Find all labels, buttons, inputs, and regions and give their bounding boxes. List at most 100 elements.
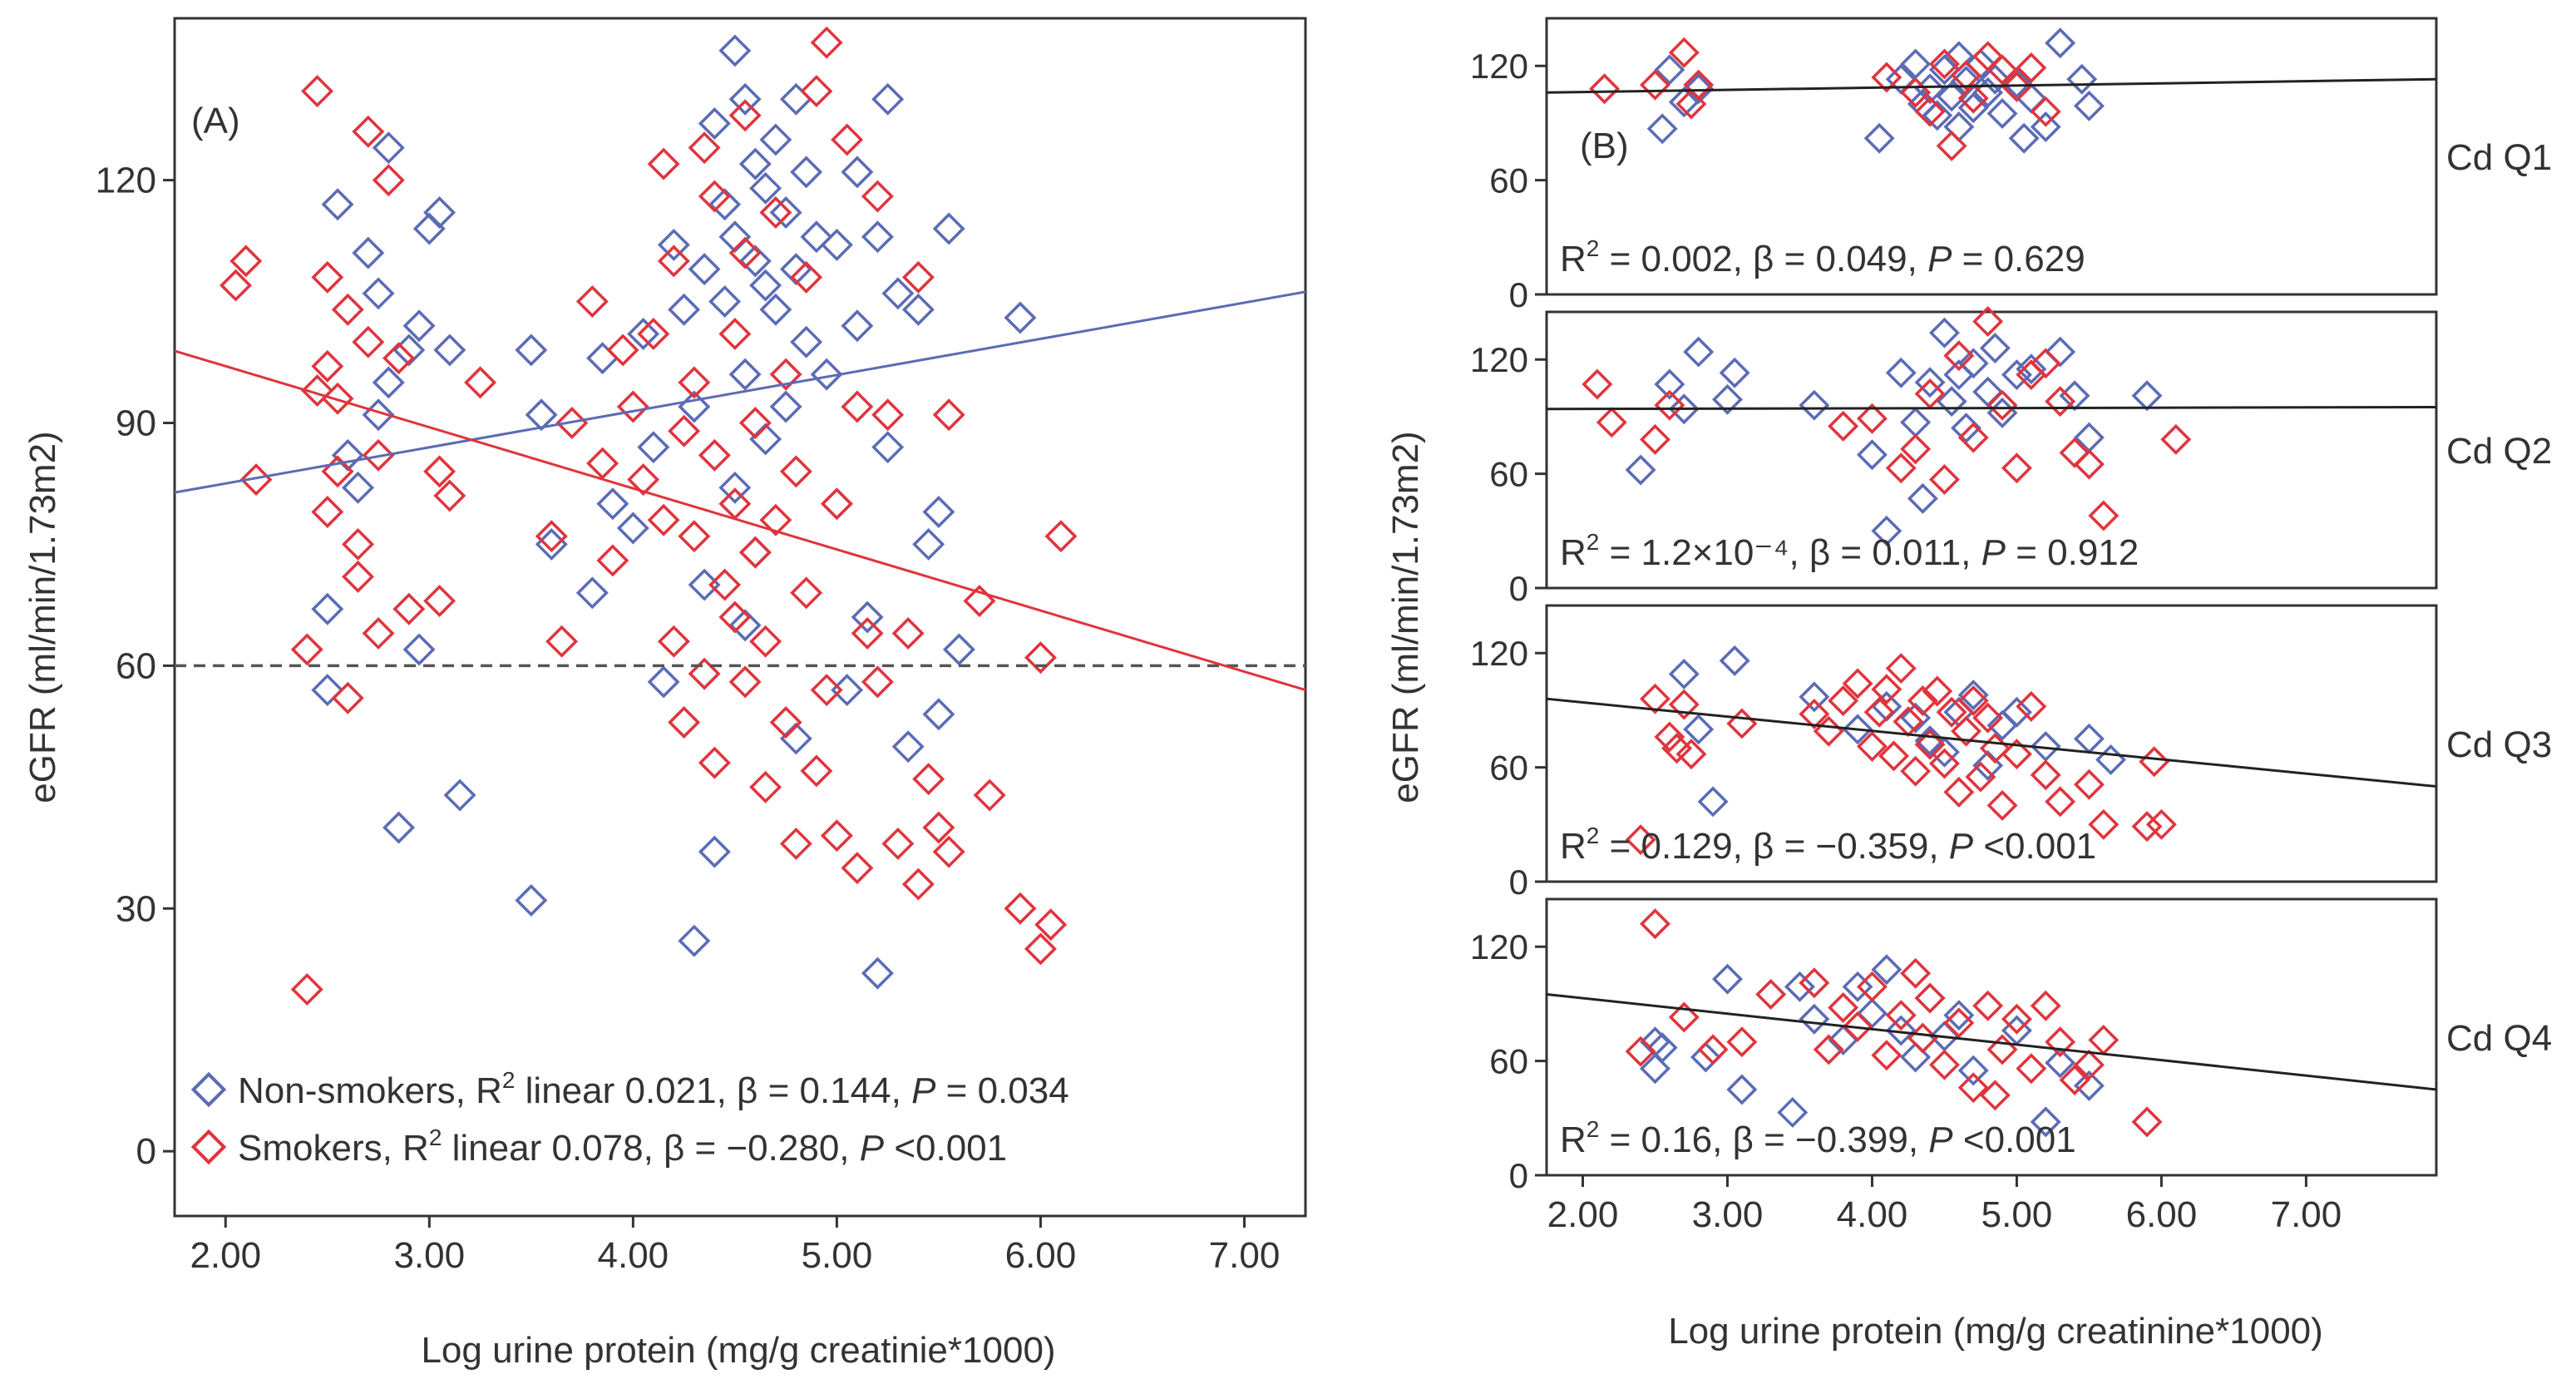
data-point-smoker <box>769 358 802 391</box>
data-point-nonsmoker <box>871 82 905 116</box>
data-point-nonsmoker <box>433 334 466 367</box>
data-point-smoker <box>331 681 364 714</box>
data-point-smoker <box>342 560 375 593</box>
data-point-nonsmoker <box>922 698 955 731</box>
data-point-smoker <box>1885 1000 1917 1031</box>
data-point-smoker <box>1943 340 1975 372</box>
data-point-smoker <box>290 973 323 1006</box>
data-point-smoker <box>1943 1007 1975 1039</box>
data-point-smoker <box>1972 305 2004 337</box>
data-point-nonsmoker <box>423 196 456 229</box>
data-point-nonsmoker <box>688 253 721 286</box>
y-tick-label: 60 <box>1489 455 1528 494</box>
data-point-nonsmoker <box>728 358 762 391</box>
panel-a-y-ticks: 0 30 60 90 120 <box>96 161 175 1172</box>
data-point-smoker <box>2045 786 2076 818</box>
data-point-smoker <box>1928 748 1960 779</box>
data-point-smoker <box>779 827 812 860</box>
legend-marker-smoker <box>190 1129 227 1165</box>
data-point-smoker <box>871 398 905 432</box>
data-point-smoker <box>1957 422 1989 453</box>
data-point-smoker <box>1654 389 1685 421</box>
x-tick-label: 6.00 <box>1005 1235 1077 1276</box>
data-point-nonsmoker <box>708 188 742 221</box>
data-point-smoker <box>790 576 823 610</box>
data-point-smoker <box>382 342 416 375</box>
data-point-smoker <box>352 115 385 148</box>
data-point-nonsmoker <box>1856 439 1888 471</box>
data-point-smoker <box>1986 54 2018 86</box>
data-point-smoker <box>1871 674 1902 705</box>
data-point-nonsmoker <box>311 674 344 707</box>
data-point-nonsmoker <box>1842 714 1873 745</box>
data-point-smoker <box>1965 761 1996 793</box>
data-point-smoker <box>1799 699 1830 729</box>
data-point-smoker <box>1900 433 1932 465</box>
data-point-smoker <box>290 633 323 666</box>
y-tick-label: 30 <box>116 888 156 929</box>
data-point-nonsmoker <box>515 334 548 367</box>
data-point-smoker <box>1979 1080 2011 1111</box>
data-point-smoker <box>769 706 802 739</box>
data-point-smoker <box>2001 1003 2032 1035</box>
y-tick-label: 0 <box>1509 1156 1528 1195</box>
data-point-smoker <box>606 334 639 367</box>
data-point-smoker <box>1813 1034 1844 1065</box>
data-point-nonsmoker <box>2131 380 2163 412</box>
subplot-stats: R2 = 0.16, β = −0.399, P <0.001 <box>1560 1116 2076 1160</box>
data-point-nonsmoker <box>311 592 344 625</box>
data-point-smoker <box>932 835 965 868</box>
data-point-smoker <box>901 260 935 294</box>
data-point-nonsmoker <box>1842 971 1873 1002</box>
data-point-smoker <box>1755 979 1787 1010</box>
data-point-smoker <box>749 625 782 658</box>
data-point-smoker <box>372 164 405 197</box>
data-point-smoker <box>586 447 619 480</box>
data-point-smoker <box>2073 448 2105 480</box>
data-point-nonsmoker <box>1863 122 1895 154</box>
panel-a-x-ticks: 2.00 3.00 4.00 5.00 6.00 7.00 <box>190 1216 1280 1276</box>
data-point-nonsmoker <box>2030 1106 2061 1138</box>
data-point-nonsmoker <box>738 147 772 180</box>
data-point-nonsmoker <box>352 236 385 269</box>
data-point-nonsmoker <box>2045 27 2076 59</box>
data-point-smoker <box>759 196 792 229</box>
data-point-nonsmoker <box>912 527 945 561</box>
data-point-smoker <box>810 26 843 59</box>
data-point-nonsmoker <box>1943 1000 1975 1031</box>
data-point-smoker <box>912 763 945 796</box>
x-tick-label: 5.00 <box>802 1235 873 1276</box>
data-point-nonsmoker <box>1979 63 2011 95</box>
data-point-smoker <box>657 245 690 278</box>
data-point-smoker <box>575 285 609 319</box>
data-point-smoker <box>2131 811 2163 843</box>
data-point-smoker <box>1582 368 1613 400</box>
data-point-smoker <box>637 317 670 350</box>
data-point-smoker <box>1640 683 1670 714</box>
data-point-smoker <box>1596 407 1627 438</box>
data-point-nonsmoker <box>1979 333 2011 363</box>
data-point-nonsmoker <box>851 601 884 634</box>
fit-line <box>1546 992 2437 1091</box>
data-point-smoker <box>1972 702 2004 734</box>
data-point-smoker <box>790 260 823 294</box>
data-point-smoker <box>647 147 680 180</box>
data-point-nonsmoker <box>1965 48 1996 80</box>
data-point-nonsmoker <box>1640 1053 1670 1085</box>
data-point-nonsmoker <box>2016 353 2047 385</box>
data-point-smoker <box>820 819 853 853</box>
x-tick-label: 7.00 <box>1209 1235 1281 1276</box>
data-point-smoker <box>1957 685 1989 716</box>
panel-a-y-axis-label: eGFR (ml/min/1.73m2) <box>22 431 63 803</box>
data-point-smoker <box>1914 729 1946 760</box>
data-point-smoker <box>2073 1049 2105 1080</box>
data-point-smoker <box>2088 808 2120 840</box>
data-point-nonsmoker <box>637 431 670 464</box>
data-point-smoker <box>657 625 690 658</box>
data-point-nonsmoker <box>1697 786 1729 818</box>
data-point-nonsmoker <box>575 576 609 610</box>
data-point-nonsmoker <box>1928 317 1960 348</box>
data-point-nonsmoker <box>1986 98 2018 129</box>
data-point-nonsmoker <box>1951 66 1982 97</box>
data-point-nonsmoker <box>1928 736 1960 768</box>
